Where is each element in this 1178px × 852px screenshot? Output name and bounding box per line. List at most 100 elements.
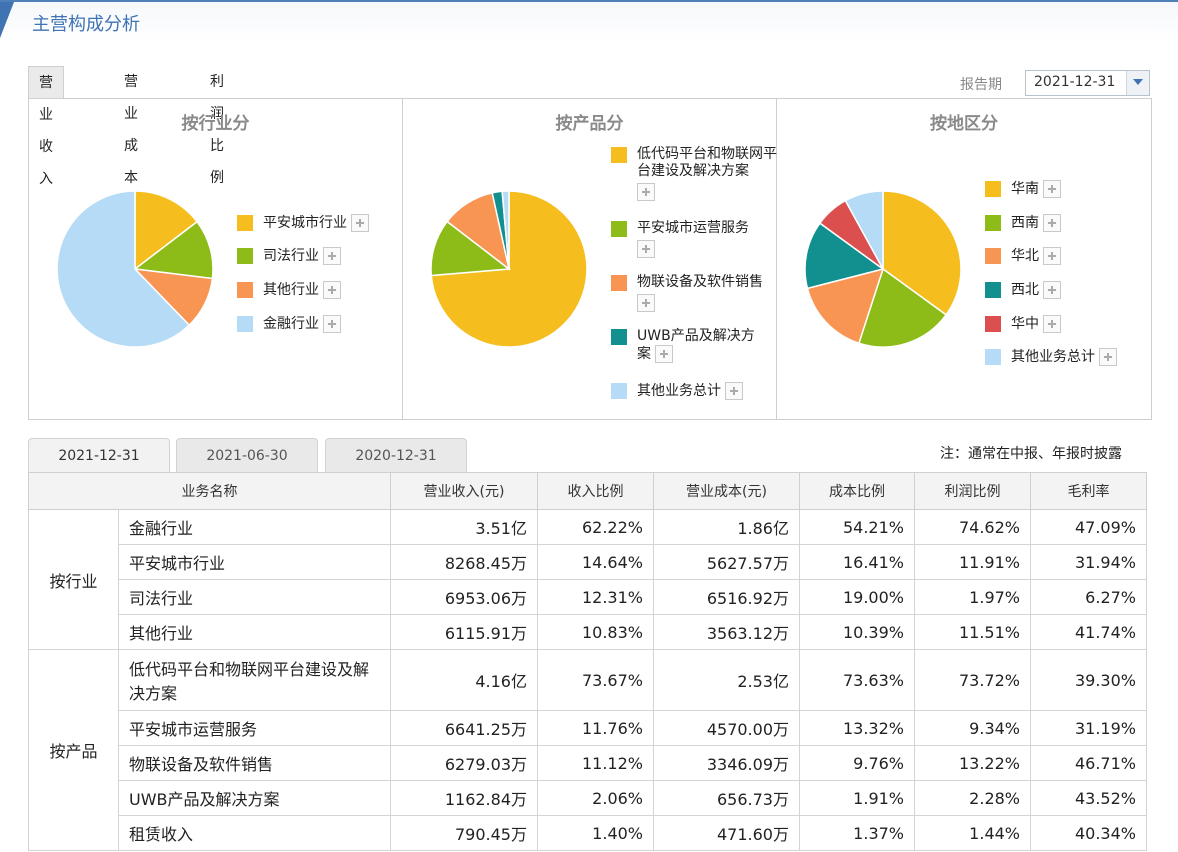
value-cell: 13.32% bbox=[799, 710, 915, 746]
legend-swatch bbox=[237, 248, 253, 264]
table-row: 按行业 金融行业 3.51亿 62.22% 1.86亿 54.21% 74.62% 47.09… bbox=[28, 509, 1147, 650]
value-cell: 73.63% bbox=[799, 649, 915, 711]
expand-plus-icon[interactable] bbox=[323, 315, 341, 333]
business-name-cell: 平安城市运营服务 bbox=[118, 710, 391, 746]
section-header: 主营构成分析 bbox=[0, 0, 1178, 42]
value-cell: 13.22% bbox=[914, 745, 1031, 781]
legend-label: 平安城市运营服务 bbox=[637, 220, 749, 236]
date-tab-2021-12-31[interactable]: 2021-12-31 bbox=[28, 438, 170, 473]
legend-swatch bbox=[985, 215, 1001, 231]
expand-plus-icon[interactable] bbox=[637, 294, 655, 312]
col-header: 成本比例 bbox=[799, 472, 915, 510]
value-cell: 2.53亿 bbox=[653, 649, 800, 711]
table-row: 其他行业 6115.91万 10.83% 3563.12万 10.39% 11.51% 41… bbox=[29, 614, 1147, 650]
expand-plus-icon[interactable] bbox=[323, 281, 341, 299]
value-cell: 3563.12万 bbox=[653, 614, 800, 650]
pie-chart-product bbox=[430, 190, 588, 348]
pie-chart-industry bbox=[56, 190, 214, 348]
business-name-cell: 物联设备及软件销售 bbox=[118, 745, 391, 781]
business-name-cell: 司法行业 bbox=[118, 579, 391, 615]
table-row: 按产品 低代码平台和物联网平台建设及解决方案 4.16亿 73.67% 2.53亿 73.… bbox=[28, 649, 1147, 851]
legend-label: 华南 bbox=[1011, 181, 1039, 197]
value-cell: 6516.92万 bbox=[653, 579, 800, 615]
value-cell: 6115.91万 bbox=[390, 614, 538, 650]
legend-label: UWB产品及解决方案 bbox=[637, 328, 755, 362]
tab-revenue[interactable]: 营业收入 bbox=[28, 66, 64, 187]
table-row: 平安城市运营服务 6641.25万 11.76% 4570.00万 13.32% 9.34… bbox=[29, 710, 1147, 746]
value-cell: 46.71% bbox=[1030, 745, 1147, 781]
expand-plus-icon[interactable] bbox=[1043, 315, 1061, 333]
value-cell: 1.97% bbox=[914, 579, 1031, 615]
value-cell: 11.12% bbox=[537, 745, 654, 781]
col-header: 营业收入(元) bbox=[390, 472, 538, 510]
date-tab-2021-06-30[interactable]: 2021-06-30 bbox=[176, 438, 318, 473]
value-cell: 3.51亿 bbox=[390, 509, 538, 545]
value-cell: 31.94% bbox=[1030, 544, 1147, 580]
legend-label: 华北 bbox=[1011, 248, 1039, 264]
pie-slice[interactable] bbox=[56, 190, 191, 348]
value-cell: 73.72% bbox=[914, 649, 1031, 711]
legend-swatch bbox=[611, 275, 627, 291]
report-period-select[interactable]: 2021-12-31 bbox=[1025, 70, 1150, 96]
expand-plus-icon[interactable] bbox=[637, 183, 655, 201]
pie-slice[interactable] bbox=[501, 190, 510, 270]
tab-cost[interactable]: 营业成本 bbox=[124, 74, 138, 186]
pie-chart-region bbox=[804, 190, 962, 348]
chart-product: 按产品分 低代码平台和物联网平台建设及解决方案 平安城市运营服务 物联设备及软件… bbox=[403, 99, 777, 419]
legend-label: 金融行业 bbox=[263, 316, 319, 332]
pie-slice[interactable] bbox=[133, 220, 214, 280]
table-header-row: 业务名称 营业收入(元) 收入比例 营业成本(元) 成本比例 利润比例 毛利率 bbox=[28, 472, 1147, 510]
legend-swatch bbox=[237, 215, 253, 231]
pie-slice[interactable] bbox=[844, 190, 884, 270]
main-business-table: 业务名称 营业收入(元) 收入比例 营业成本(元) 成本比例 利润比例 毛利率 … bbox=[28, 472, 1147, 851]
chart-title-region: 按地区分 bbox=[930, 114, 998, 134]
expand-plus-icon[interactable] bbox=[351, 214, 369, 232]
chart-region: 按地区分 华南 西南 华北 西北 华中 bbox=[777, 99, 1151, 419]
legend-swatch bbox=[985, 349, 1001, 365]
expand-plus-icon[interactable] bbox=[1043, 247, 1061, 265]
legend-swatch bbox=[985, 181, 1001, 197]
business-name-cell: 低代码平台和物联网平台建设及解决方案 bbox=[118, 649, 391, 711]
legend-label: 低代码平台和物联网平台建设及解决方案 bbox=[637, 146, 777, 179]
expand-plus-icon[interactable] bbox=[1099, 348, 1117, 366]
expand-plus-icon[interactable] bbox=[1043, 214, 1061, 232]
pie-slice[interactable] bbox=[806, 267, 885, 345]
expand-plus-icon[interactable] bbox=[725, 382, 743, 400]
pie-slice[interactable] bbox=[804, 222, 885, 290]
pie-slice[interactable] bbox=[134, 190, 199, 271]
pie-slice[interactable] bbox=[882, 190, 962, 316]
value-cell: 2.28% bbox=[914, 780, 1031, 816]
value-cell: 11.76% bbox=[537, 710, 654, 746]
expand-plus-icon[interactable] bbox=[637, 240, 655, 258]
value-cell: 471.60万 bbox=[653, 815, 800, 851]
disclosure-note: 注：通常在中报、年报时披露 bbox=[940, 446, 1122, 462]
legend-label: 物联设备及软件销售 bbox=[637, 274, 763, 290]
expand-plus-icon[interactable] bbox=[323, 247, 341, 265]
chevron-down-icon[interactable] bbox=[1126, 71, 1149, 95]
value-cell: 62.22% bbox=[537, 509, 654, 545]
legend-swatch bbox=[985, 248, 1001, 264]
expand-plus-icon[interactable] bbox=[655, 345, 673, 363]
expand-plus-icon[interactable] bbox=[1043, 180, 1061, 198]
value-cell: 43.52% bbox=[1030, 780, 1147, 816]
pie-slice[interactable] bbox=[857, 267, 948, 348]
date-tab-2020-12-31[interactable]: 2020-12-31 bbox=[325, 438, 467, 473]
business-name-cell: 租赁收入 bbox=[118, 815, 391, 851]
legend-swatch bbox=[985, 282, 1001, 298]
value-cell: 10.39% bbox=[799, 614, 915, 650]
expand-plus-icon[interactable] bbox=[1043, 281, 1061, 299]
business-name-cell: 平安城市行业 bbox=[118, 544, 391, 580]
col-header: 营业成本(元) bbox=[653, 472, 800, 510]
legend-swatch bbox=[611, 329, 627, 345]
value-cell: 1.86亿 bbox=[653, 509, 800, 545]
chart-title-industry: 按行业分 bbox=[181, 114, 250, 134]
value-cell: 40.34% bbox=[1030, 815, 1147, 851]
value-cell: 12.31% bbox=[537, 579, 654, 615]
legend-label: 其他业务总计 bbox=[1011, 349, 1095, 365]
value-cell: 5627.57万 bbox=[653, 544, 800, 580]
tab-profit-ratio[interactable]: 利润比例 bbox=[210, 74, 224, 186]
value-cell: 19.00% bbox=[799, 579, 915, 615]
value-cell: 9.34% bbox=[914, 710, 1031, 746]
legend-label: 西南 bbox=[1011, 215, 1039, 231]
legend-label: 其他业务总计 bbox=[637, 383, 721, 399]
